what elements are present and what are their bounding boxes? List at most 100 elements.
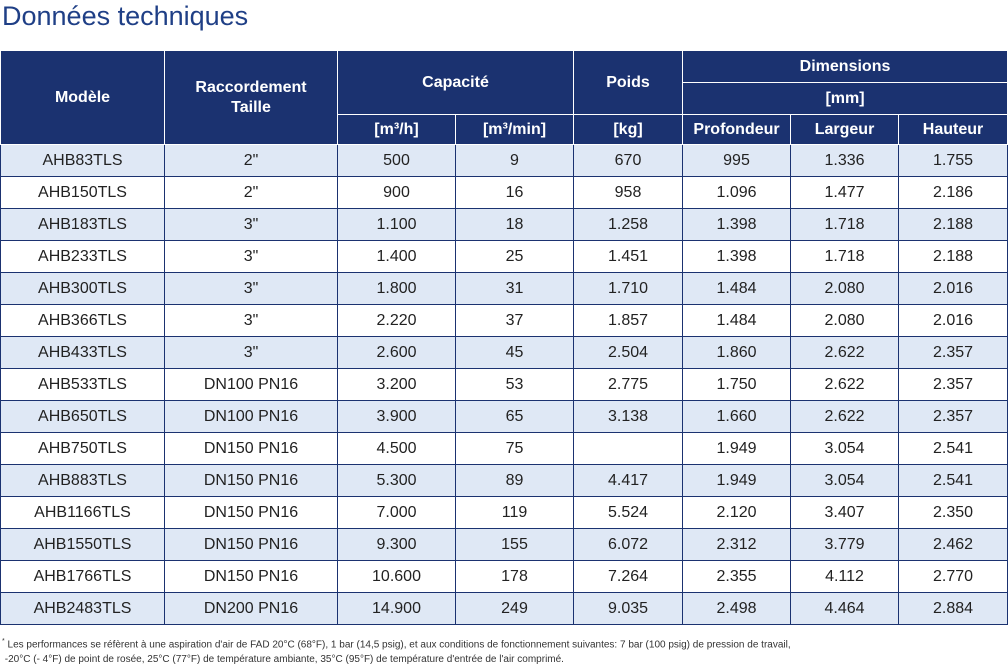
cell-height: 2.016 — [898, 304, 1008, 337]
cell-model: AHB150TLS — [0, 176, 165, 209]
cell-width: 4.112 — [790, 560, 900, 593]
table-header: Modèle Raccordement Taille Capacité Poid… — [0, 50, 1008, 145]
cell-m3h: 2.220 — [337, 304, 456, 337]
table-row: AHB83TLS 2" 500 9 670 995 1.336 1.755 — [0, 144, 1008, 177]
cell-model: AHB750TLS — [0, 432, 165, 465]
cell-connection: DN100 PN16 — [164, 368, 338, 401]
cell-m3h: 1.100 — [337, 208, 456, 241]
table-row: AHB2483TLS DN200 PN16 14.900 249 9.035 2.498 4… — [0, 592, 1008, 625]
cell-m3min: 65 — [454, 400, 575, 433]
cell-m3min: 18 — [454, 208, 575, 241]
table-row: AHB883TLS DN150 PN16 5.300 89 4.417 1.949 3.05… — [0, 464, 1008, 497]
col-header-connection-line1: Raccordement — [195, 78, 307, 96]
cell-height: 2.770 — [898, 560, 1008, 593]
cell-model: AHB433TLS — [0, 336, 165, 369]
col-header-weight-unit: [kg] — [573, 114, 684, 145]
cell-depth: 2.312 — [682, 528, 792, 561]
cell-depth: 2.120 — [682, 496, 792, 529]
cell-model: AHB300TLS — [0, 272, 165, 305]
footnote-line-1: * Les performances se réfèrent à une asp… — [2, 634, 1002, 652]
cell-depth: 1.398 — [682, 240, 792, 273]
cell-m3h: 3.900 — [337, 400, 456, 433]
cell-m3h: 500 — [337, 144, 456, 177]
cell-kg — [573, 432, 684, 465]
cell-kg: 3.138 — [573, 400, 684, 433]
cell-m3h: 7.000 — [337, 496, 456, 529]
col-header-model: Modèle — [0, 50, 165, 145]
col-header-capacity-m3min: [m³/min] — [454, 114, 575, 145]
footnote: * Les performances se réfèrent à une asp… — [2, 634, 1002, 667]
cell-m3h: 2.600 — [337, 336, 456, 369]
cell-depth: 1.484 — [682, 272, 792, 305]
table-row: AHB183TLS 3" 1.100 18 1.258 1.398 1.718 2.188 — [0, 208, 1008, 241]
cell-width: 2.622 — [790, 400, 900, 433]
cell-width: 1.718 — [790, 240, 900, 273]
cell-height: 2.350 — [898, 496, 1008, 529]
table-row: AHB366TLS 3" 2.220 37 1.857 1.484 2.080 2.016 — [0, 304, 1008, 337]
cell-model: AHB883TLS — [0, 464, 165, 497]
cell-m3min: 9 — [454, 144, 575, 177]
cell-m3min: 25 — [454, 240, 575, 273]
col-header-width: Largeur — [790, 114, 900, 145]
col-header-dimensions-unit: [mm] — [682, 82, 1008, 115]
footnote-marker: * — [2, 638, 5, 645]
cell-connection: 3" — [164, 240, 338, 273]
cell-depth: 1.949 — [682, 464, 792, 497]
cell-kg: 7.264 — [573, 560, 684, 593]
cell-width: 3.407 — [790, 496, 900, 529]
cell-width: 2.080 — [790, 272, 900, 305]
table-row: AHB233TLS 3" 1.400 25 1.451 1.398 1.718 2.188 — [0, 240, 1008, 273]
cell-m3min: 37 — [454, 304, 575, 337]
table-body: AHB83TLS 2" 500 9 670 995 1.336 1.755 AHB150TLS 2… — [0, 144, 1008, 625]
cell-height: 2.357 — [898, 336, 1008, 369]
cell-model: AHB366TLS — [0, 304, 165, 337]
cell-m3h: 1.800 — [337, 272, 456, 305]
cell-m3min: 89 — [454, 464, 575, 497]
cell-height: 2.541 — [898, 464, 1008, 497]
col-header-connection: Raccordement Taille — [164, 50, 338, 145]
cell-m3min: 31 — [454, 272, 575, 305]
footnote-text-2: -20°C (- 4°F) de point de rosée, 25°C (7… — [4, 654, 564, 666]
cell-width: 2.622 — [790, 368, 900, 401]
cell-connection: 3" — [164, 272, 338, 305]
cell-depth: 995 — [682, 144, 792, 177]
cell-depth: 1.949 — [682, 432, 792, 465]
table-row: AHB650TLS DN100 PN16 3.900 65 3.138 1.660 2.62… — [0, 400, 1008, 433]
col-header-weight: Poids — [573, 50, 684, 115]
cell-m3h: 4.500 — [337, 432, 456, 465]
cell-kg: 958 — [573, 176, 684, 209]
cell-height: 2.541 — [898, 432, 1008, 465]
cell-depth: 2.355 — [682, 560, 792, 593]
cell-m3h: 3.200 — [337, 368, 456, 401]
cell-height: 2.016 — [898, 272, 1008, 305]
cell-height: 2.357 — [898, 368, 1008, 401]
cell-m3min: 53 — [454, 368, 575, 401]
cell-m3min: 45 — [454, 336, 575, 369]
cell-width: 3.054 — [790, 464, 900, 497]
cell-width: 2.080 — [790, 304, 900, 337]
cell-kg: 2.775 — [573, 368, 684, 401]
cell-kg: 5.524 — [573, 496, 684, 529]
cell-m3min: 75 — [454, 432, 575, 465]
cell-height: 2.357 — [898, 400, 1008, 433]
cell-kg: 2.504 — [573, 336, 684, 369]
cell-width: 3.054 — [790, 432, 900, 465]
table-row: AHB300TLS 3" 1.800 31 1.710 1.484 2.080 2.016 — [0, 272, 1008, 305]
cell-m3min: 119 — [454, 496, 575, 529]
cell-height: 2.462 — [898, 528, 1008, 561]
cell-m3h: 5.300 — [337, 464, 456, 497]
cell-kg: 1.857 — [573, 304, 684, 337]
table-row: AHB150TLS 2" 900 16 958 1.096 1.477 2.186 — [0, 176, 1008, 209]
cell-width: 1.477 — [790, 176, 900, 209]
cell-width: 2.622 — [790, 336, 900, 369]
cell-m3h: 900 — [337, 176, 456, 209]
cell-kg: 9.035 — [573, 592, 684, 625]
cell-depth: 1.660 — [682, 400, 792, 433]
cell-m3min: 249 — [454, 592, 575, 625]
technical-data-table: Modèle Raccordement Taille Capacité Poid… — [0, 50, 1008, 625]
cell-model: AHB1550TLS — [0, 528, 165, 561]
table-row: AHB1766TLS DN150 PN16 10.600 178 7.264 2.355 4… — [0, 560, 1008, 593]
table-row: AHB1166TLS DN150 PN16 7.000 119 5.524 2.120 3.… — [0, 496, 1008, 529]
cell-depth: 1.860 — [682, 336, 792, 369]
cell-model: AHB650TLS — [0, 400, 165, 433]
